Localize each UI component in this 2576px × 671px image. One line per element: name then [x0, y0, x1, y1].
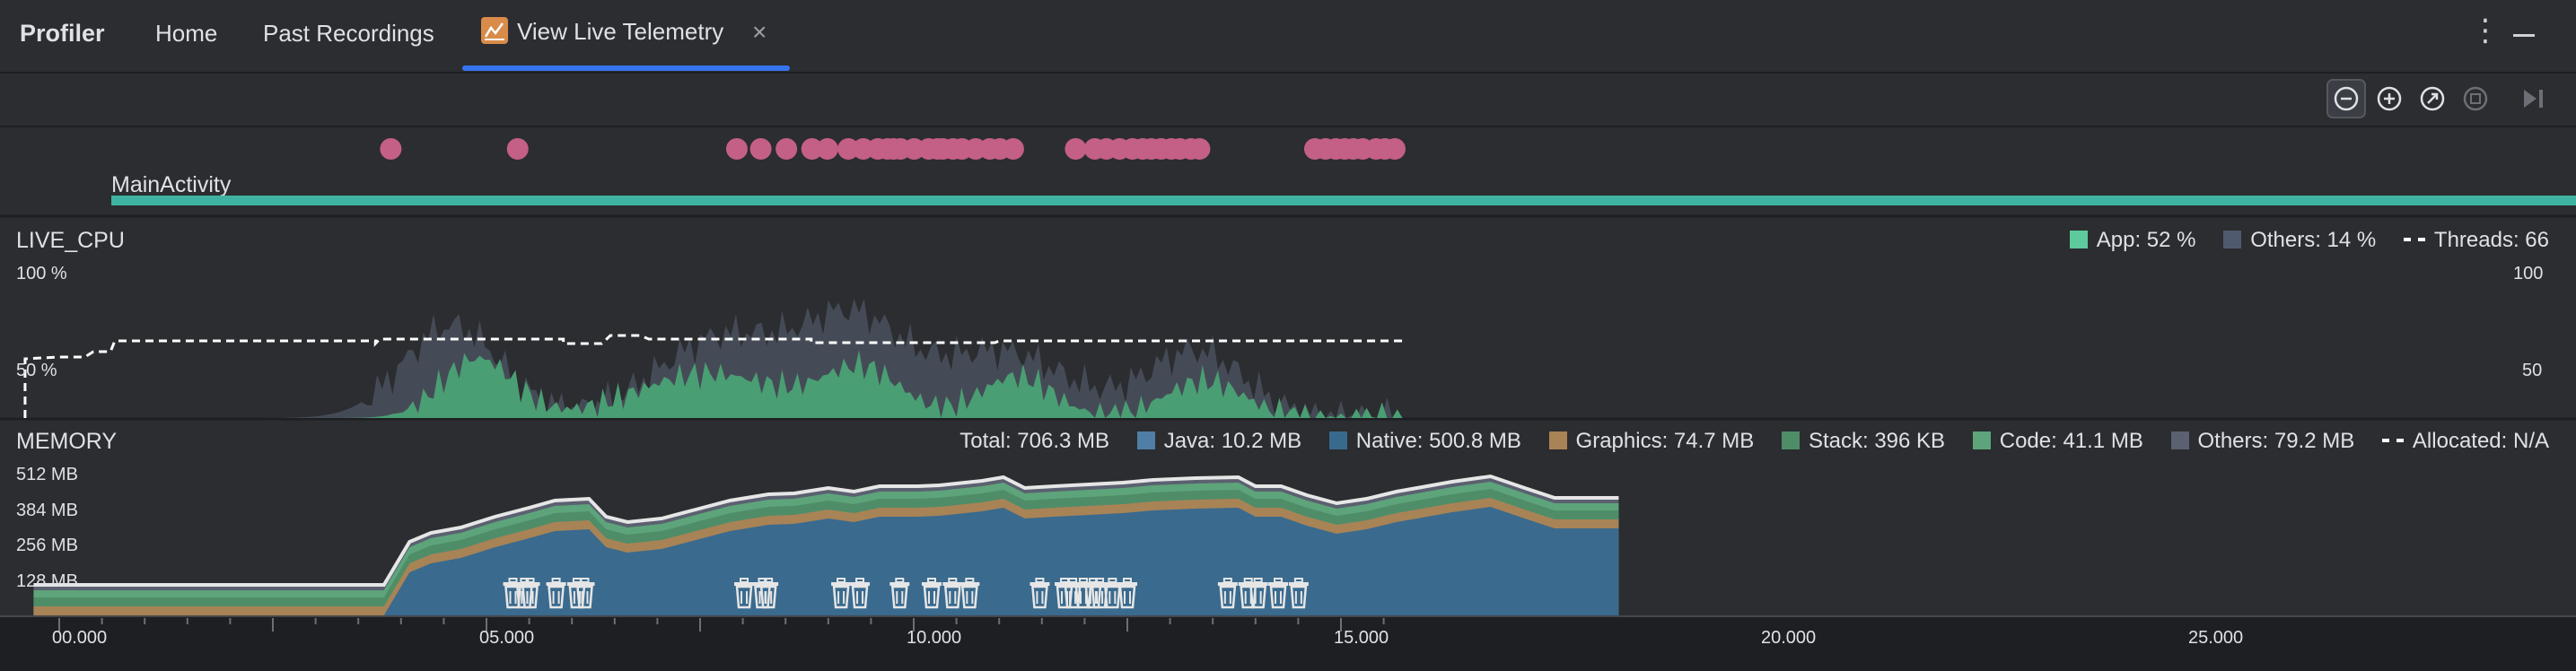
gc-trash-icon: [1248, 578, 1268, 609]
timeline-label: 20.000: [1761, 628, 1817, 648]
tab-bar: Profiler Home Past Recordings View Live …: [0, 0, 2576, 74]
event-dot: [1002, 138, 1024, 160]
timeline-label: 25.000: [2188, 628, 2244, 648]
event-dot: [749, 138, 772, 160]
legend-swatch: [1136, 431, 1155, 449]
reset-zoom-icon[interactable]: [2413, 79, 2452, 118]
activity-label: MainActivity: [111, 172, 232, 197]
cpu-y-right-mid: 50: [2522, 361, 2543, 380]
memory-legend: Total: 706.3 MB Java: 10.2 MB Native: 50…: [938, 429, 2549, 454]
gc-trash-icon: [758, 578, 779, 609]
cpu-threads-line: [23, 334, 1406, 418]
legend-swatch: [2381, 438, 2404, 442]
event-dot: [775, 138, 798, 160]
active-tab-indicator: [462, 65, 790, 71]
timeline-label: 15.000: [1334, 628, 1389, 648]
gc-trash-icon: [574, 578, 595, 609]
app-title: Profiler: [20, 20, 105, 47]
memory-y-label-384: 384 MB: [16, 501, 78, 520]
event-dot: [1383, 138, 1406, 160]
gc-trash-icon: [831, 578, 852, 609]
tab-home[interactable]: Home: [155, 20, 218, 47]
gc-trash-icon: [889, 578, 910, 609]
legend-graphics: Graphics: 74.7 MB: [1548, 429, 1754, 453]
legend-swatch: [2069, 230, 2088, 248]
timeline-label: 10.000: [907, 628, 962, 648]
toolbar: [0, 74, 2576, 127]
gc-trash-icon: [1030, 578, 1050, 609]
memory-native-area: [33, 507, 1619, 615]
live-telemetry-icon: [481, 17, 508, 45]
legend-total: Total: 706.3 MB: [959, 429, 1110, 453]
memory-y-label-256: 256 MB: [16, 536, 78, 555]
frame-selection-icon[interactable]: [2456, 79, 2495, 118]
event-dot: [1188, 138, 1211, 160]
legend-swatch: [2403, 237, 2425, 241]
tab-label: View Live Telemetry: [517, 18, 724, 45]
gc-trash-icon: [1268, 578, 1289, 609]
gc-trash-icon: [1090, 578, 1110, 609]
legend-swatch: [1972, 431, 1991, 449]
legend-swatch: [1548, 431, 1567, 449]
cpu-y-label-mid: 50 %: [16, 361, 57, 380]
cpu-title: LIVE_CPU: [16, 228, 125, 253]
legend-app: App: 52 %: [2069, 228, 2196, 252]
legend-swatch: [2170, 431, 2189, 449]
gc-trash-icon: [1288, 578, 1309, 609]
legend-allocated: Allocated: N/A: [2381, 429, 2549, 453]
legend-others-mem: Others: 79.2 MB: [2170, 429, 2354, 453]
gc-trash-icon: [1217, 578, 1238, 609]
legend-code: Code: 41.1 MB: [1972, 429, 2143, 453]
zoom-in-icon[interactable]: [2370, 79, 2409, 118]
cpu-app-area: [59, 350, 1406, 418]
close-tab-icon[interactable]: ×: [752, 18, 767, 46]
gc-trash-icon: [850, 578, 871, 609]
event-dot: [506, 138, 529, 160]
event-dot: [380, 138, 402, 160]
event-dot: [1065, 138, 1087, 160]
memory-title: MEMORY: [16, 429, 118, 454]
gc-trash-icon: [959, 578, 980, 609]
legend-swatch: [1781, 431, 1800, 449]
memory-y-label-128: 128 MB: [16, 571, 78, 591]
legend-native: Native: 500.8 MB: [1328, 429, 1521, 453]
cpu-others-area: [59, 298, 1406, 418]
event-dot: [837, 138, 860, 160]
cpu-legend: App: 52 % Others: 14 % Threads: 66: [2048, 228, 2549, 253]
cpu-y-label-max: 100 %: [16, 264, 67, 283]
gc-trash-icon: [520, 578, 540, 609]
gc-trash-icon: [921, 578, 942, 609]
gc-trash-icon: [942, 578, 963, 609]
memory-y-label-512: 512 MB: [16, 465, 78, 484]
more-options-icon[interactable]: ⋮: [2470, 13, 2501, 48]
gc-trash-icon: [734, 578, 755, 609]
event-dot: [725, 138, 748, 160]
cpu-y-right-max: 100: [2513, 264, 2544, 283]
gc-trash-icon: [1117, 578, 1137, 609]
legend-swatch: [2223, 230, 2242, 248]
event-dot: [816, 138, 838, 160]
jump-to-live-icon[interactable]: [2513, 79, 2553, 118]
legend-java: Java: 10.2 MB: [1136, 429, 1301, 453]
timeline-label: 00.000: [52, 628, 108, 648]
timeline-label: 05.000: [479, 628, 535, 648]
memory-total-line: [33, 474, 1619, 587]
legend-swatch: [1328, 431, 1347, 449]
legend-threads: Threads: 66: [2403, 228, 2549, 252]
tab-past-recordings[interactable]: Past Recordings: [263, 20, 434, 47]
minimize-icon[interactable]: [2513, 34, 2535, 37]
event-dot: [801, 138, 823, 160]
gc-trash-icon: [546, 578, 566, 609]
tab-view-live-telemetry[interactable]: View Live Telemetry: [481, 17, 724, 47]
zoom-out-icon[interactable]: [2326, 79, 2366, 118]
activity-bar: [111, 196, 2576, 205]
legend-stack: Stack: 396 KB: [1781, 429, 1945, 453]
legend-others: Others: 14 %: [2223, 228, 2376, 252]
gc-trash-icon: [1102, 578, 1123, 609]
